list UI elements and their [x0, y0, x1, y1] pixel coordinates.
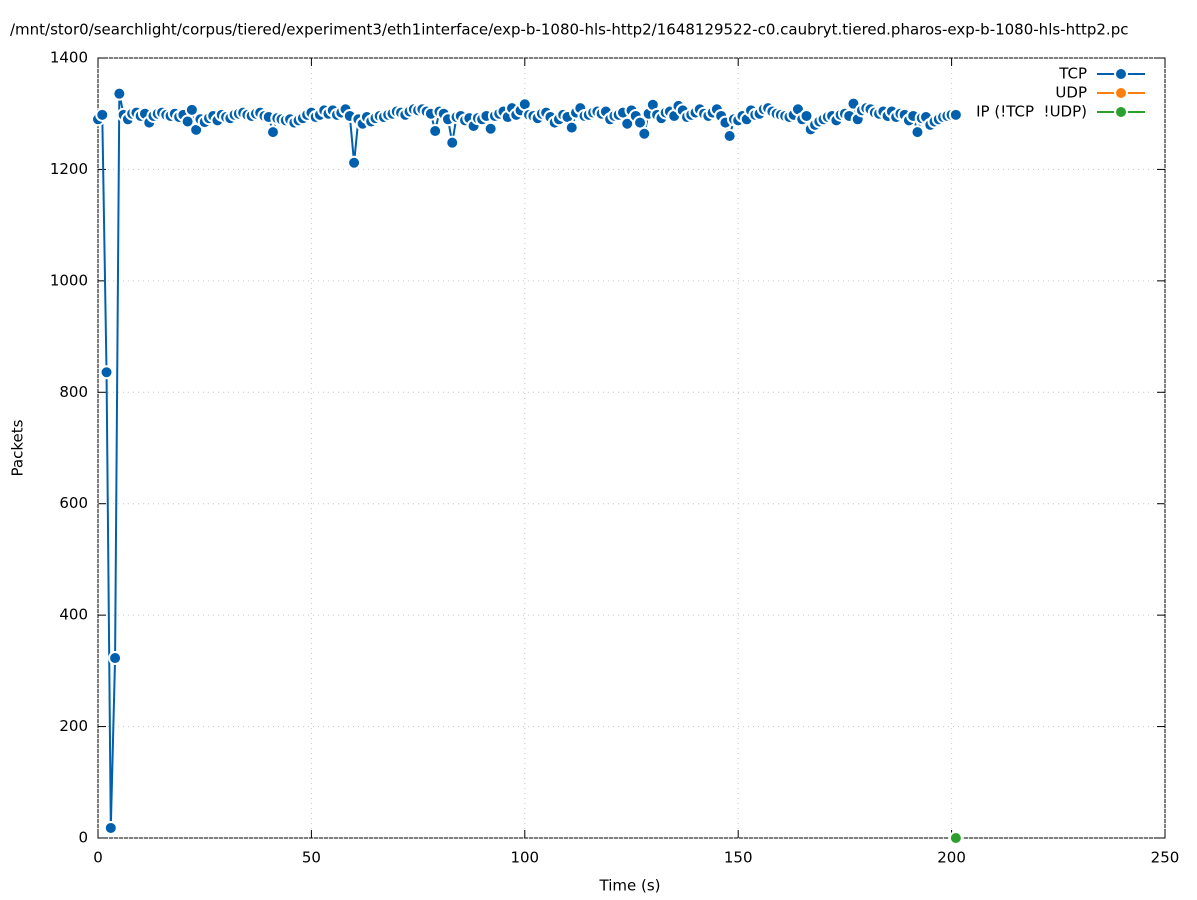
legend-marker	[1114, 67, 1128, 81]
data-point	[265, 125, 280, 140]
series-line	[97, 93, 956, 828]
y-tick-label: 200	[59, 717, 88, 735]
data-point	[184, 102, 199, 117]
x-tick-label: 250	[1151, 849, 1180, 867]
data-point	[108, 651, 123, 666]
data-point	[948, 107, 963, 122]
data-point	[483, 121, 498, 136]
x-tick-label: 200	[937, 849, 966, 867]
data-point	[722, 129, 737, 143]
legend-label: UDP	[1055, 84, 1087, 102]
x-tick-label: 0	[93, 849, 103, 867]
data-point	[637, 126, 652, 141]
data-point	[948, 831, 963, 845]
y-tick-label: 400	[59, 606, 88, 624]
data-point	[799, 108, 814, 123]
data-point	[445, 135, 460, 150]
legend-marker	[1114, 86, 1128, 100]
data-point	[112, 86, 127, 101]
x-tick-label: 150	[724, 849, 753, 867]
y-tick-label: 600	[59, 494, 88, 512]
y-tick-label: 0	[78, 829, 88, 847]
x-tick-label: 50	[302, 849, 321, 867]
legend-label: TCP	[1058, 65, 1087, 83]
y-tick-label: 1200	[50, 160, 88, 178]
data-point	[428, 123, 443, 138]
plot-frame	[97, 57, 1166, 839]
x-axis-label: Time (s)	[599, 877, 661, 895]
chart-title: /mnt/stor0/searchlight/corpus/tiered/exp…	[10, 21, 1128, 39]
y-tick-label: 1000	[50, 271, 88, 289]
y-tick-label: 800	[59, 383, 88, 401]
legend-label: IP (!TCP !UDP)	[976, 103, 1087, 121]
data-point	[99, 365, 114, 380]
data-point	[95, 107, 110, 122]
y-axis-label: Packets	[9, 419, 27, 476]
x-tick-label: 100	[510, 849, 539, 867]
data-point	[347, 155, 362, 170]
data-point	[910, 125, 925, 140]
data-point	[180, 114, 195, 129]
legend-marker	[1114, 105, 1128, 119]
data-point	[103, 820, 118, 835]
y-tick-label: 1400	[50, 49, 88, 67]
data-point	[564, 120, 579, 135]
